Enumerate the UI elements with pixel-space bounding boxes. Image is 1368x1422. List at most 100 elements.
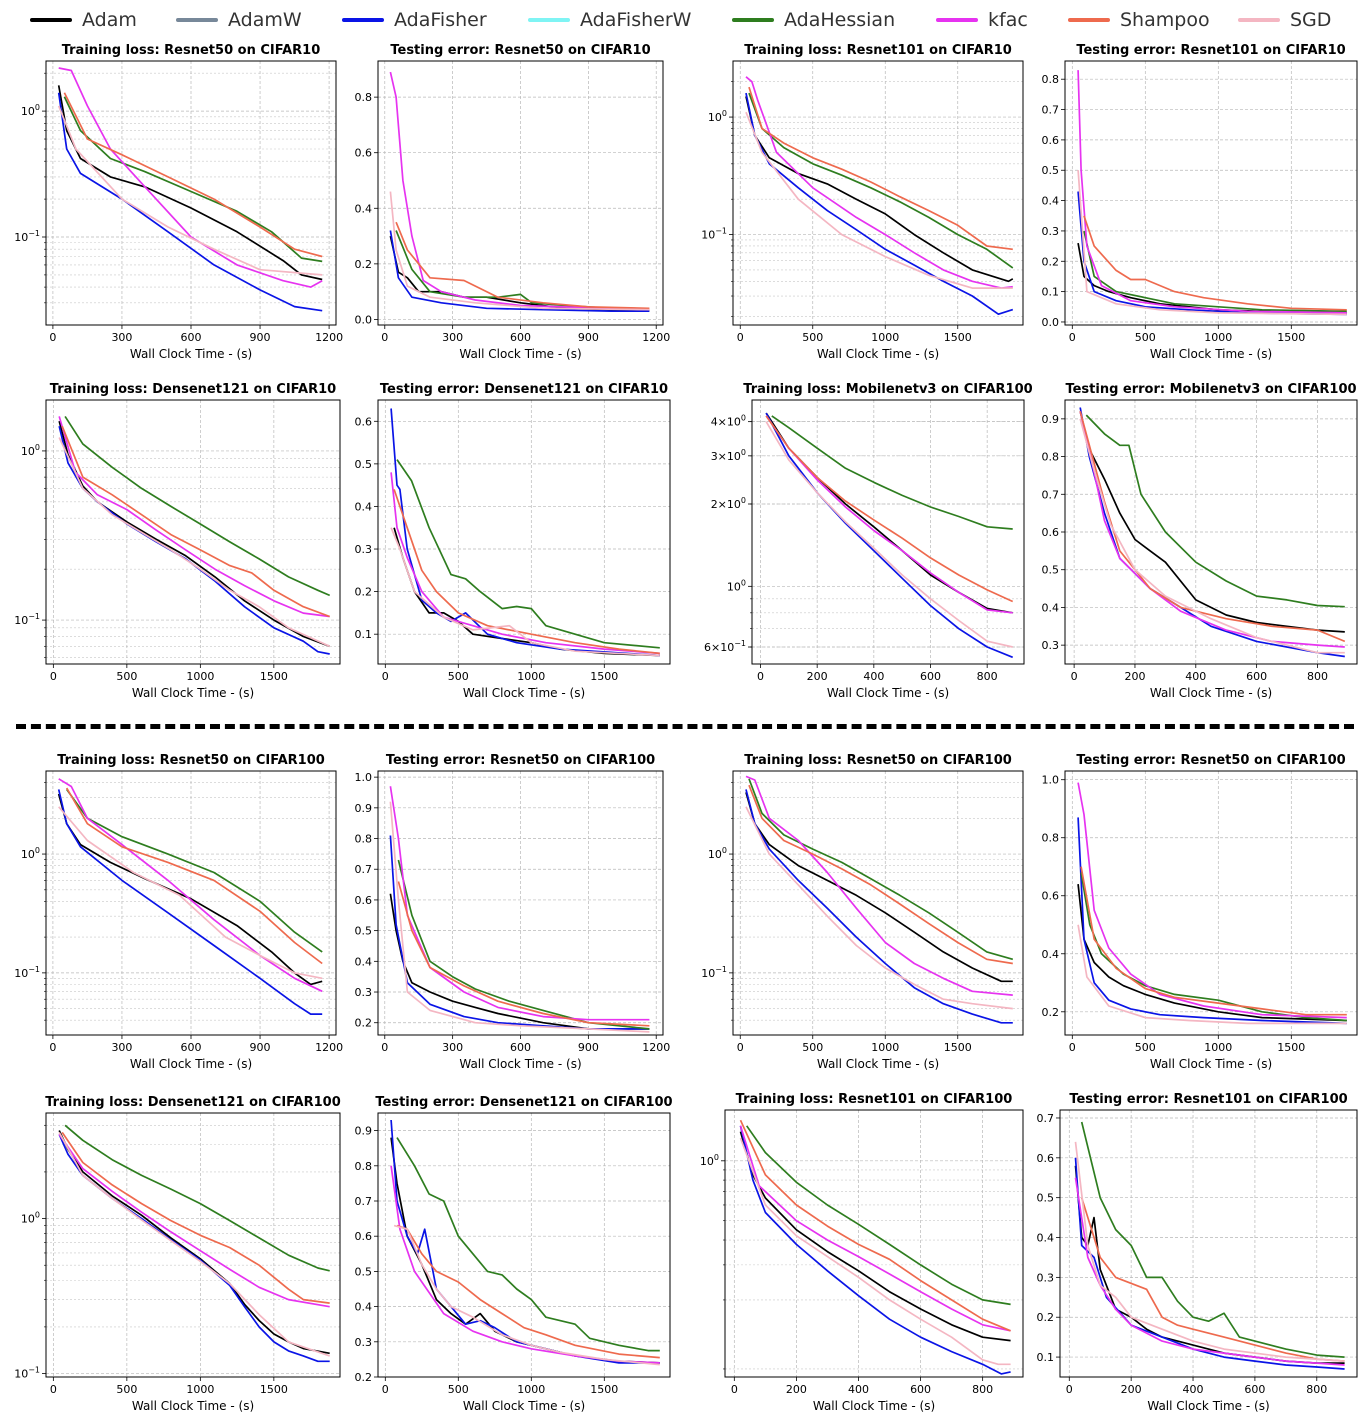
series-group bbox=[765, 412, 1014, 659]
y-tick-label: 0.6 bbox=[355, 894, 373, 907]
chart-title: Testing error: Resnet50 on CIFAR10 bbox=[390, 43, 650, 58]
x-tick-label: 1000 bbox=[1204, 1041, 1232, 1054]
y-tick-label: 0.1 bbox=[355, 628, 373, 641]
series-line-shampoo bbox=[61, 1131, 330, 1304]
x-tick-label: 600 bbox=[920, 670, 941, 683]
plot-frame bbox=[45, 770, 337, 1036]
x-tick-label: 0 bbox=[49, 331, 56, 344]
x-tick-label: 300 bbox=[111, 331, 132, 344]
y-tick-label: 0.7 bbox=[1042, 488, 1060, 501]
x-tick-label: 1500 bbox=[590, 1383, 618, 1396]
series-line-shampoo bbox=[63, 92, 323, 258]
x-axis-label: Wall Clock Time - (s) bbox=[1150, 347, 1272, 361]
legend-label: AdaFisherW bbox=[580, 9, 692, 31]
x-tick-label: 500 bbox=[116, 1383, 137, 1396]
x-tick-label: 1000 bbox=[1204, 331, 1232, 344]
series-line-adahessian bbox=[66, 788, 323, 953]
series-line-sgd bbox=[58, 806, 323, 980]
x-tick-label: 1200 bbox=[642, 331, 670, 344]
x-tick-label: 200 bbox=[786, 1383, 807, 1396]
legend-label: AdaHessian bbox=[784, 9, 896, 31]
x-tick-label: 300 bbox=[111, 1041, 132, 1054]
y-tick-label: 0.0 bbox=[1042, 316, 1060, 329]
y-tick-label: 0.8 bbox=[355, 1160, 373, 1173]
x-axis-label: Wall Clock Time - (s) bbox=[132, 686, 254, 700]
legend-label: Adam bbox=[82, 9, 137, 31]
plot-frame bbox=[377, 1112, 671, 1378]
series-line-kfac bbox=[58, 1133, 330, 1308]
y-tick-label: 100 bbox=[21, 1211, 40, 1226]
series-group bbox=[58, 1124, 330, 1363]
x-tick-label: 800 bbox=[972, 1383, 993, 1396]
series-line-adahessian bbox=[396, 459, 660, 649]
chart-title: Testing error: Resnet101 on CIFAR100 bbox=[1069, 1092, 1347, 1107]
x-tick-label: 0 bbox=[1066, 1383, 1073, 1396]
x-tick-label: 400 bbox=[1183, 1383, 1204, 1396]
x-tick-label: 1000 bbox=[517, 1383, 545, 1396]
x-tick-label: 0 bbox=[382, 670, 389, 683]
series-group bbox=[1079, 407, 1346, 658]
y-tick-label: 10−1 bbox=[14, 965, 40, 980]
plot-frame bbox=[377, 399, 671, 665]
x-tick-label: 800 bbox=[977, 670, 998, 683]
series-line-adahessian bbox=[746, 1125, 1011, 1306]
series-line-adam bbox=[57, 85, 323, 281]
chart-title: Training loss: Resnet50 on CIFAR100 bbox=[57, 753, 325, 768]
x-tick-label: 0 bbox=[1069, 331, 1076, 344]
series-line-adam bbox=[58, 420, 330, 648]
series-line-adafisher bbox=[57, 92, 323, 312]
y-tick-label: 0.3 bbox=[1042, 639, 1060, 652]
series-line-sgd bbox=[1077, 924, 1347, 1025]
series-group bbox=[390, 408, 660, 657]
plot-frame bbox=[751, 399, 1025, 665]
series-line-shampoo bbox=[748, 86, 1013, 251]
series-group bbox=[57, 778, 323, 1015]
series-line-adafisher bbox=[389, 230, 650, 312]
legend-swatch bbox=[732, 18, 774, 22]
series-line-kfac bbox=[389, 786, 650, 1021]
y-tick-label: 100 bbox=[21, 443, 40, 458]
plot-frame bbox=[45, 1112, 341, 1378]
legend-label: AdaFisher bbox=[394, 9, 487, 31]
series-line-adahessian bbox=[1080, 1121, 1345, 1358]
series-line-adafisher bbox=[57, 789, 323, 1015]
y-tick-label: 0.5 bbox=[355, 1265, 373, 1278]
series-group bbox=[745, 775, 1014, 1024]
x-tick-label: 0 bbox=[50, 670, 57, 683]
series-line-adahessian bbox=[64, 415, 331, 597]
series-line-kfac bbox=[1079, 411, 1345, 648]
series-line-kfac bbox=[58, 67, 323, 288]
x-tick-label: 500 bbox=[1135, 1041, 1156, 1054]
series-line-adafisher bbox=[58, 426, 330, 655]
y-tick-label: 0.4 bbox=[1042, 948, 1060, 961]
plot-frame bbox=[45, 399, 341, 665]
y-tick-label: 0.6 bbox=[1042, 134, 1060, 147]
series-line-shampoo bbox=[1080, 866, 1347, 1016]
x-tick-label: 1500 bbox=[260, 1383, 288, 1396]
x-axis-label: Wall Clock Time - (s) bbox=[817, 347, 939, 361]
x-tick-label: 0 bbox=[731, 1383, 738, 1396]
y-tick-label: 2×100 bbox=[711, 496, 746, 511]
y-tick-label: 0.9 bbox=[1042, 413, 1060, 426]
series-group bbox=[57, 67, 323, 312]
legend-item-kfac: kfac bbox=[936, 6, 1028, 34]
chart-title: Testing error: Mobilenetv3 on CIFAR100 bbox=[1065, 382, 1356, 397]
series-line-adafisher bbox=[1074, 1157, 1345, 1370]
x-axis-label: Wall Clock Time - (s) bbox=[1150, 1057, 1272, 1071]
x-tick-label: 0 bbox=[1071, 670, 1078, 683]
x-tick-label: 1200 bbox=[315, 331, 343, 344]
chart-title: Testing error: Resnet50 on CIFAR100 bbox=[1076, 753, 1345, 768]
y-tick-label: 0.4 bbox=[355, 202, 373, 215]
series-line-shampoo bbox=[748, 784, 1013, 965]
x-tick-label: 900 bbox=[578, 331, 599, 344]
y-tick-label: 0.2 bbox=[1042, 255, 1060, 268]
series-line-adam bbox=[1079, 411, 1345, 633]
x-tick-label: 400 bbox=[863, 670, 884, 683]
y-tick-label: 0.5 bbox=[1037, 1192, 1055, 1205]
y-tick-label: 0.4 bbox=[1037, 1232, 1055, 1245]
plot-frame bbox=[1064, 770, 1358, 1036]
series-line-sgd bbox=[1074, 1141, 1345, 1362]
x-axis-label: Wall Clock Time - (s) bbox=[1147, 1399, 1269, 1413]
x-axis-label: Wall Clock Time - (s) bbox=[463, 1399, 585, 1413]
series-line-sgd bbox=[1079, 418, 1345, 654]
